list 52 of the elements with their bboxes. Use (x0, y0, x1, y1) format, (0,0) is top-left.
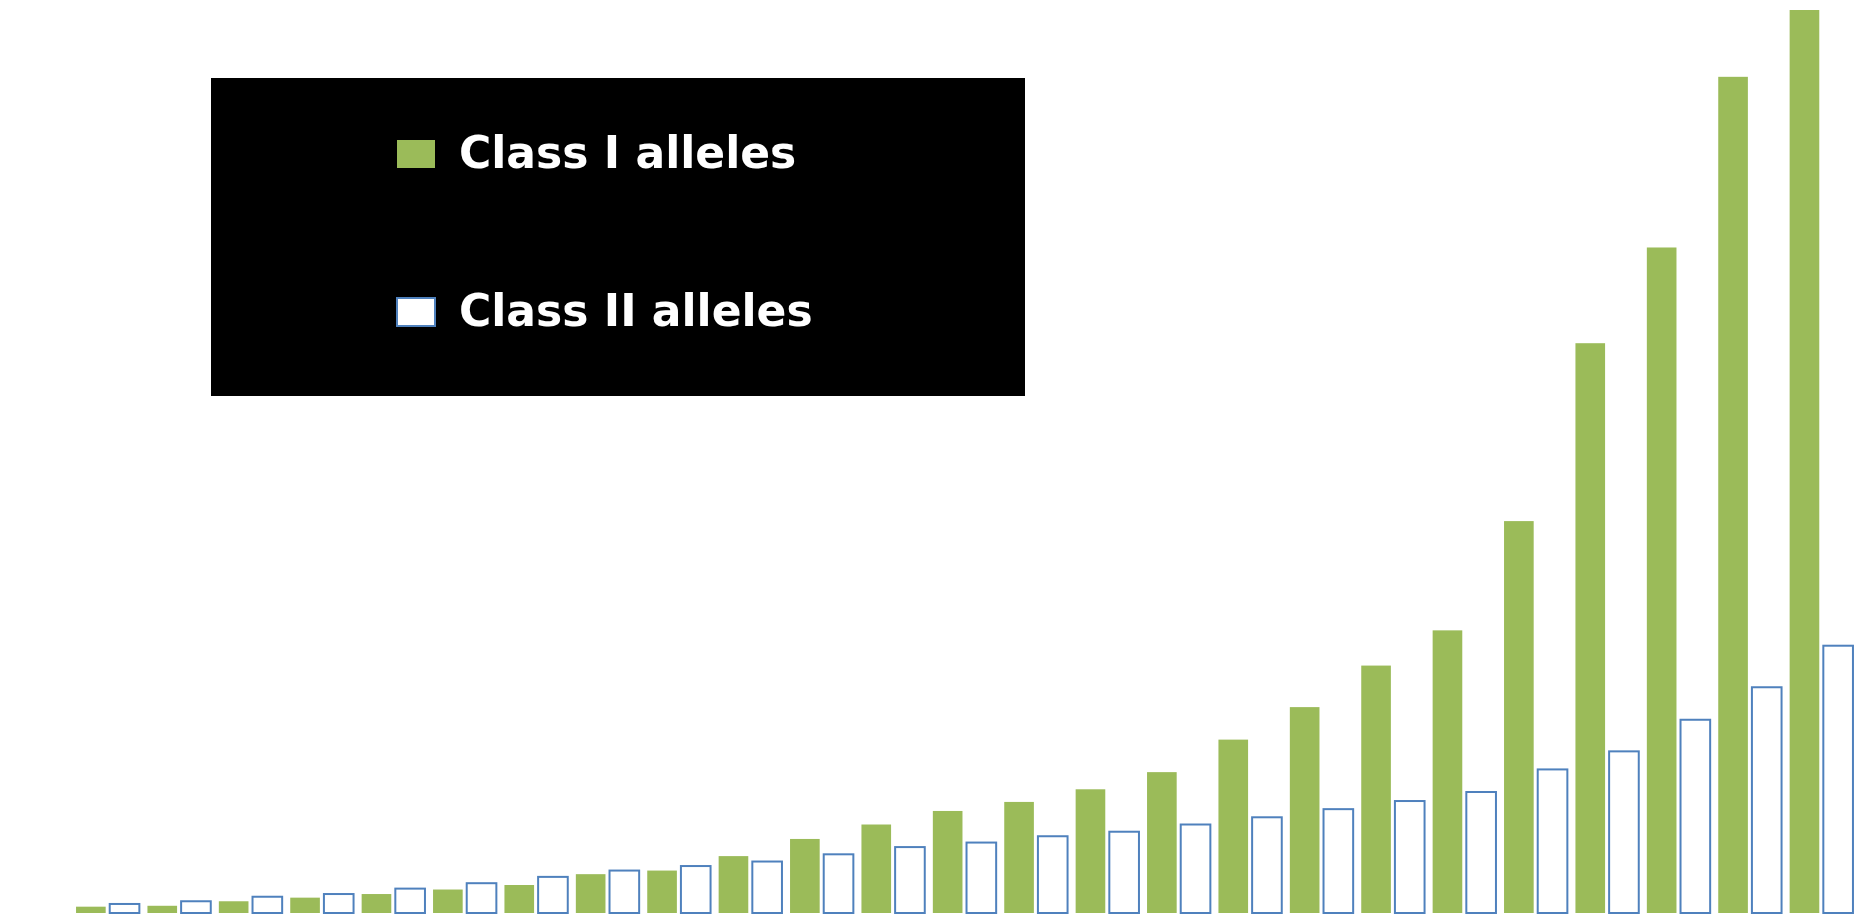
bar (1646, 247, 1677, 913)
bar (932, 810, 963, 913)
bar (575, 874, 606, 913)
bar (1218, 739, 1249, 913)
bar (1679, 718, 1712, 914)
bar (751, 860, 783, 914)
bar (1289, 707, 1320, 913)
bar (1718, 76, 1748, 913)
bar (608, 869, 641, 914)
legend-label: Class II alleles (459, 285, 813, 336)
bar (180, 900, 212, 914)
bar (322, 893, 355, 914)
bar (965, 841, 998, 914)
bar (290, 897, 320, 913)
bar (76, 906, 106, 913)
bar (1075, 789, 1106, 913)
bar (251, 895, 284, 914)
bar (822, 853, 855, 914)
bar (1361, 665, 1391, 913)
bar (1465, 791, 1497, 914)
legend-label: Class I alleles (459, 127, 797, 178)
bar (1036, 835, 1069, 914)
bar (790, 838, 820, 913)
bar (1322, 808, 1355, 914)
bar (1822, 644, 1854, 914)
bar (394, 887, 426, 914)
bar (504, 885, 535, 913)
bar (1536, 768, 1569, 914)
bar (1393, 800, 1426, 914)
bar (1108, 830, 1140, 914)
bar (1750, 686, 1783, 914)
bar (218, 901, 249, 913)
bar (433, 889, 463, 913)
bar (108, 902, 141, 914)
bar (147, 905, 178, 913)
bar (647, 870, 677, 913)
bar (465, 882, 498, 914)
bar (894, 846, 926, 914)
bar (1789, 10, 1820, 913)
bar (718, 856, 749, 913)
bar (861, 824, 892, 913)
bar (537, 875, 569, 914)
bar (1004, 801, 1034, 913)
bar (1179, 823, 1212, 914)
bar (361, 894, 392, 913)
bar (1147, 772, 1177, 913)
bar (1608, 750, 1640, 914)
bar (1432, 630, 1463, 913)
bar (1575, 343, 1606, 913)
bar (1504, 521, 1534, 913)
bar (1251, 816, 1283, 914)
bar (679, 865, 712, 914)
